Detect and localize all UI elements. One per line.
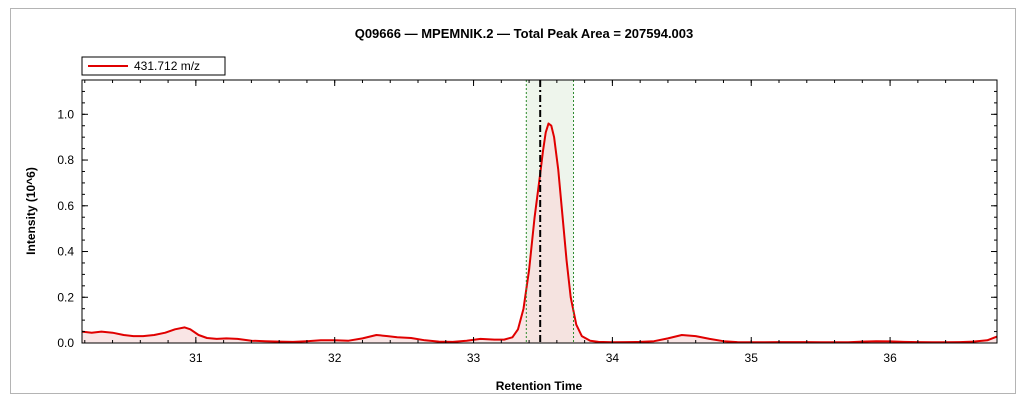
x-tick-label: 36	[883, 351, 897, 365]
plot-overlay	[525, 80, 575, 343]
x-axis-label: Retention Time	[496, 379, 583, 393]
y-tick-label: 0.0	[57, 336, 74, 350]
chromatogram-chart: Q09666 — MPEMNIK.2 — Total Peak Area = 2…	[24, 26, 998, 393]
plot-area-border	[81, 79, 998, 344]
x-tick-label: 35	[745, 351, 759, 365]
x-tick-label: 34	[606, 351, 620, 365]
legend: 431.712 m/z	[81, 56, 226, 76]
y-tick-label: 0.4	[57, 245, 74, 259]
x-axis: 31 32 33 34 35 36	[84, 80, 974, 365]
legend-box	[81, 56, 226, 76]
x-tick-label: 32	[328, 351, 342, 365]
y-tick-label: 1.0	[57, 107, 74, 121]
chart-title: Q09666 — MPEMNIK.2 — Total Peak Area = 2…	[355, 26, 694, 41]
chromatogram-panel: Q09666 — MPEMNIK.2 — Total Peak Area = 2…	[10, 8, 1016, 394]
legend-label: 431.712 m/z	[134, 59, 200, 73]
y-tick-label: 0.2	[57, 290, 74, 304]
x-tick-label: 31	[189, 351, 203, 365]
x-tick-label: 33	[467, 351, 481, 365]
y-axis-label: Intensity (10^6)	[24, 167, 38, 255]
y-axis: 0.0 0.2 0.4 0.6 0.8 1.0	[57, 79, 997, 350]
y-tick-label: 0.6	[57, 199, 74, 213]
y-tick-label: 0.8	[57, 153, 74, 167]
